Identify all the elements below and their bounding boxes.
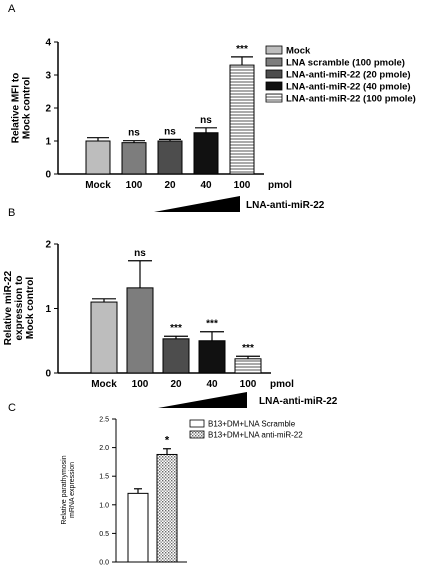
dose-ramp-label: LNA-anti-miR-22 xyxy=(259,396,338,407)
bar xyxy=(127,492,149,563)
y-axis-label: Relative miR-22 xyxy=(3,270,14,345)
legend-swatch xyxy=(189,419,205,428)
significance-label: ns xyxy=(134,248,146,259)
legend-swatch xyxy=(189,430,205,439)
y-tick-label: 1.0 xyxy=(99,502,109,509)
significance-label: *** xyxy=(236,44,248,55)
panel-letter-a: A xyxy=(8,3,16,15)
bar xyxy=(121,142,147,175)
y-tick-label: 2.0 xyxy=(99,445,109,452)
y-tick-label: 0.5 xyxy=(99,531,109,538)
dose-ramp-triangle xyxy=(154,196,240,212)
y-tick-label: 0 xyxy=(45,369,51,380)
chart-a: 0 1 2 3 4 Relative MFI to Mock control Mock ns 10… xyxy=(11,38,416,212)
y-axis-label: Mock control xyxy=(22,77,33,139)
significance-label: ns xyxy=(128,128,140,139)
bar xyxy=(90,301,118,374)
bar xyxy=(193,132,219,175)
x-tick-label: 40 xyxy=(206,379,218,390)
dose-ramp-label: LNA-anti-miR-22 xyxy=(246,200,325,211)
bar xyxy=(156,453,178,563)
legend-label: LNA scramble (100 pmole) xyxy=(286,58,405,69)
bar xyxy=(198,340,226,374)
legend-label: LNA-anti-miR-22 (20 pmole) xyxy=(286,70,411,81)
significance-label: * xyxy=(165,435,170,447)
x-tick-label: 40 xyxy=(200,180,212,191)
legend-label: LNA-anti-miR-22 (40 pmole) xyxy=(286,82,411,93)
bar xyxy=(126,287,154,374)
x-tick-label: 100 xyxy=(126,180,143,191)
bar xyxy=(157,140,183,175)
x-tick-label: Mock xyxy=(91,379,117,390)
significance-label: ns xyxy=(164,126,176,137)
legend-swatch xyxy=(265,69,283,79)
chart-b: 0 1 2 Relative miR-22 expression to Mock cont… xyxy=(3,240,338,408)
x-tick-label: 20 xyxy=(164,180,176,191)
y-tick-label: 1 xyxy=(45,304,51,315)
dose-ramp-triangle xyxy=(158,392,247,408)
legend-label: B13+DM+LNA Scramble xyxy=(208,420,296,429)
bar xyxy=(162,338,190,374)
x-tick-label: 100 xyxy=(240,379,257,390)
legend-label: Mock xyxy=(286,46,311,57)
legend-swatch xyxy=(265,93,283,103)
y-tick-label: 1 xyxy=(45,137,51,148)
x-tick-label: 100 xyxy=(234,180,251,191)
y-axis-label: Relative MFI to xyxy=(11,73,22,144)
bar xyxy=(229,64,255,175)
bar xyxy=(85,140,111,175)
y-tick-label: 0.0 xyxy=(99,559,109,566)
y-tick-label: 3 xyxy=(45,71,51,82)
significance-label: *** xyxy=(242,343,254,354)
legend-swatch xyxy=(265,81,283,91)
panel-letter-b: B xyxy=(8,207,15,219)
significance-label: *** xyxy=(170,323,182,334)
y-tick-label: 2 xyxy=(45,240,51,251)
y-tick-label: 1.5 xyxy=(99,474,109,481)
legend-swatch xyxy=(265,45,283,55)
x-unit-label: pmol xyxy=(268,180,292,191)
y-tick-label: 4 xyxy=(45,38,51,49)
x-tick-label: 20 xyxy=(170,379,182,390)
y-axis-label: Relative parathymosin xyxy=(61,455,68,524)
panel-letter-c: C xyxy=(8,402,16,414)
y-tick-label: 2.5 xyxy=(99,416,109,423)
significance-label: *** xyxy=(206,319,218,330)
legend-label: B13+DM+LNA anti-miR-22 xyxy=(208,431,303,440)
y-tick-label: 2 xyxy=(45,104,51,115)
chart-c: 0.0 0.5 1.0 1.5 2.0 2.5 Relative parathymosin m… xyxy=(61,416,303,566)
bar xyxy=(234,358,262,374)
x-tick-label: Mock xyxy=(85,180,111,191)
significance-label: ns xyxy=(200,115,212,126)
y-axis-label: expression to xyxy=(14,275,25,340)
y-axis-label: mRNA expression xyxy=(69,462,76,518)
y-tick-label: 0 xyxy=(45,170,51,181)
y-axis-label: Mock control xyxy=(25,277,36,339)
x-unit-label: pmol xyxy=(270,379,294,390)
x-tick-label: 100 xyxy=(132,379,149,390)
legend-label: LNA-anti-miR-22 (100 pmole) xyxy=(286,94,416,105)
legend-swatch xyxy=(265,57,283,67)
